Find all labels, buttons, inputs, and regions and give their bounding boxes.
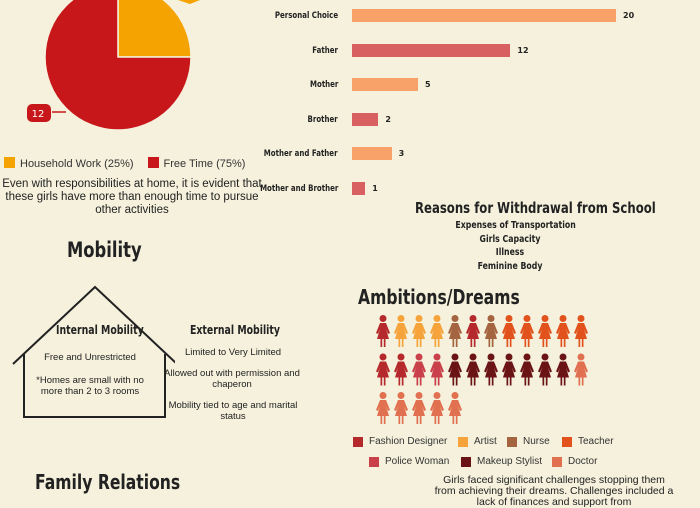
- ambitions-title: Ambitions/Dreams: [358, 285, 520, 309]
- woman-figure-icon: [448, 353, 462, 386]
- woman-figure-icon: [520, 353, 534, 386]
- woman-figure-icon: [502, 353, 516, 386]
- woman-figure-icon: [574, 353, 588, 386]
- bar: [352, 182, 366, 195]
- swatch-icon: [147, 157, 159, 168]
- woman-figure-icon: [538, 315, 552, 347]
- pie-legend: Household Work (25%) Free Time (75%): [4, 157, 245, 170]
- ambition-legend-item: Makeup Stylist: [461, 456, 542, 467]
- pie-callout-value: 12: [32, 109, 45, 120]
- woman-figure-icon: [412, 353, 426, 386]
- bar-value: 1: [372, 184, 378, 193]
- ambition-legend-item: Police Woman: [369, 456, 449, 467]
- ambition-legend-item: Artist: [458, 436, 497, 447]
- ambition-figures: [376, 315, 588, 424]
- pie-caption: Even with responsibilities at home, it i…: [2, 178, 262, 216]
- swatch-icon: [562, 436, 572, 447]
- swatch-icon: [552, 456, 562, 467]
- woman-figure-icon: [376, 392, 390, 424]
- bar: [352, 78, 418, 92]
- woman-figure-icon: [394, 315, 408, 347]
- swatch-icon: [353, 436, 363, 447]
- internal-mobility-line2: *Homes are small with no more than 2 to …: [36, 375, 144, 397]
- external-mobility-line1: Limited to Very Limited: [184, 347, 282, 358]
- woman-figure-icon: [466, 315, 480, 347]
- ambition-legend-item: Fashion Designer: [353, 436, 447, 447]
- internal-mobility-line1: Free and Unrestricted: [44, 352, 136, 363]
- woman-figure-icon: [394, 353, 408, 386]
- bar-label: Mother and Father: [264, 149, 338, 160]
- woman-figure-icon: [412, 315, 426, 347]
- internal-mobility-title: Internal Mobility: [56, 323, 144, 337]
- bar: [352, 147, 392, 161]
- woman-figure-icon: [556, 315, 570, 347]
- bar-value: 3: [398, 149, 405, 159]
- pie-callout: 12: [27, 0, 200, 122]
- bar-value: 12: [517, 45, 529, 55]
- woman-figure-icon: [430, 353, 444, 386]
- swatch-icon: [458, 436, 468, 447]
- woman-figure-icon: [484, 315, 498, 347]
- bar: [352, 9, 616, 22]
- ambitions-caption: Girls faced significant challenges stopp…: [434, 474, 674, 508]
- legend-free-time: Free Time (75%): [147, 157, 245, 170]
- swatch-icon: [4, 157, 15, 168]
- household-pie-chart: 12: [27, 0, 200, 131]
- bar-label: Personal Choice: [274, 11, 338, 21]
- withdrawal-item: Girls Capacity: [479, 233, 541, 245]
- bar-value: 2: [385, 114, 391, 124]
- bar-label: Brother: [307, 114, 338, 125]
- bar-value: 5: [425, 80, 431, 90]
- mobility-title: Mobility: [67, 238, 142, 262]
- withdrawal-item: Illness: [495, 247, 525, 258]
- pie-callout-badge: [27, 104, 51, 122]
- bar-value: 20: [623, 11, 635, 20]
- family-relations-title: Family Relations: [35, 470, 181, 494]
- woman-figure-icon: [430, 392, 444, 424]
- ambition-legend-item: Teacher: [562, 436, 614, 447]
- bar: [352, 43, 511, 57]
- ambition-legend-item: Doctor: [552, 456, 597, 467]
- woman-figure-icon: [376, 353, 390, 386]
- external-mobility-line3: Mobility tied to age and marital status: [168, 400, 298, 422]
- woman-figure-icon: [574, 315, 588, 347]
- withdrawal-item: Feminine Body: [477, 260, 543, 272]
- pie-slice-1: [44, 0, 192, 131]
- house-outline-icon: [12, 285, 175, 418]
- woman-figure-icon: [502, 315, 516, 347]
- woman-figure-icon: [448, 392, 462, 424]
- swatch-icon: [507, 436, 517, 447]
- woman-figure-icon: [448, 315, 462, 347]
- bar: [352, 112, 379, 126]
- woman-figure-icon: [412, 392, 426, 424]
- legend-household-work: Household Work (25%): [4, 157, 134, 170]
- ambition-legend-item: Nurse: [507, 436, 550, 447]
- pie-slice-0: [117, 0, 192, 58]
- woman-figure-icon: [484, 353, 498, 386]
- bar-label: Father: [312, 45, 338, 56]
- woman-figure-icon: [430, 315, 444, 347]
- woman-figure-icon: [538, 353, 552, 386]
- woman-figure-icon: [556, 353, 570, 386]
- woman-figure-icon: [520, 315, 534, 347]
- woman-figure-icon: [466, 353, 480, 386]
- external-mobility-title: External Mobility: [190, 323, 280, 337]
- external-mobility-line2: Allowed out with permission and chaperon: [164, 368, 300, 390]
- bar-label: Mother and Brother: [259, 184, 338, 194]
- bar-label: Mother: [309, 80, 338, 91]
- pie-top-callout: [178, 0, 200, 4]
- woman-figure-icon: [376, 315, 390, 347]
- woman-figure-icon: [394, 392, 408, 424]
- swatch-icon: [461, 456, 471, 467]
- swatch-icon: [369, 456, 379, 467]
- withdrawal-title: Reasons for Withdrawal from School: [415, 199, 656, 217]
- withdrawal-item: Expenses of Transportation: [455, 220, 576, 231]
